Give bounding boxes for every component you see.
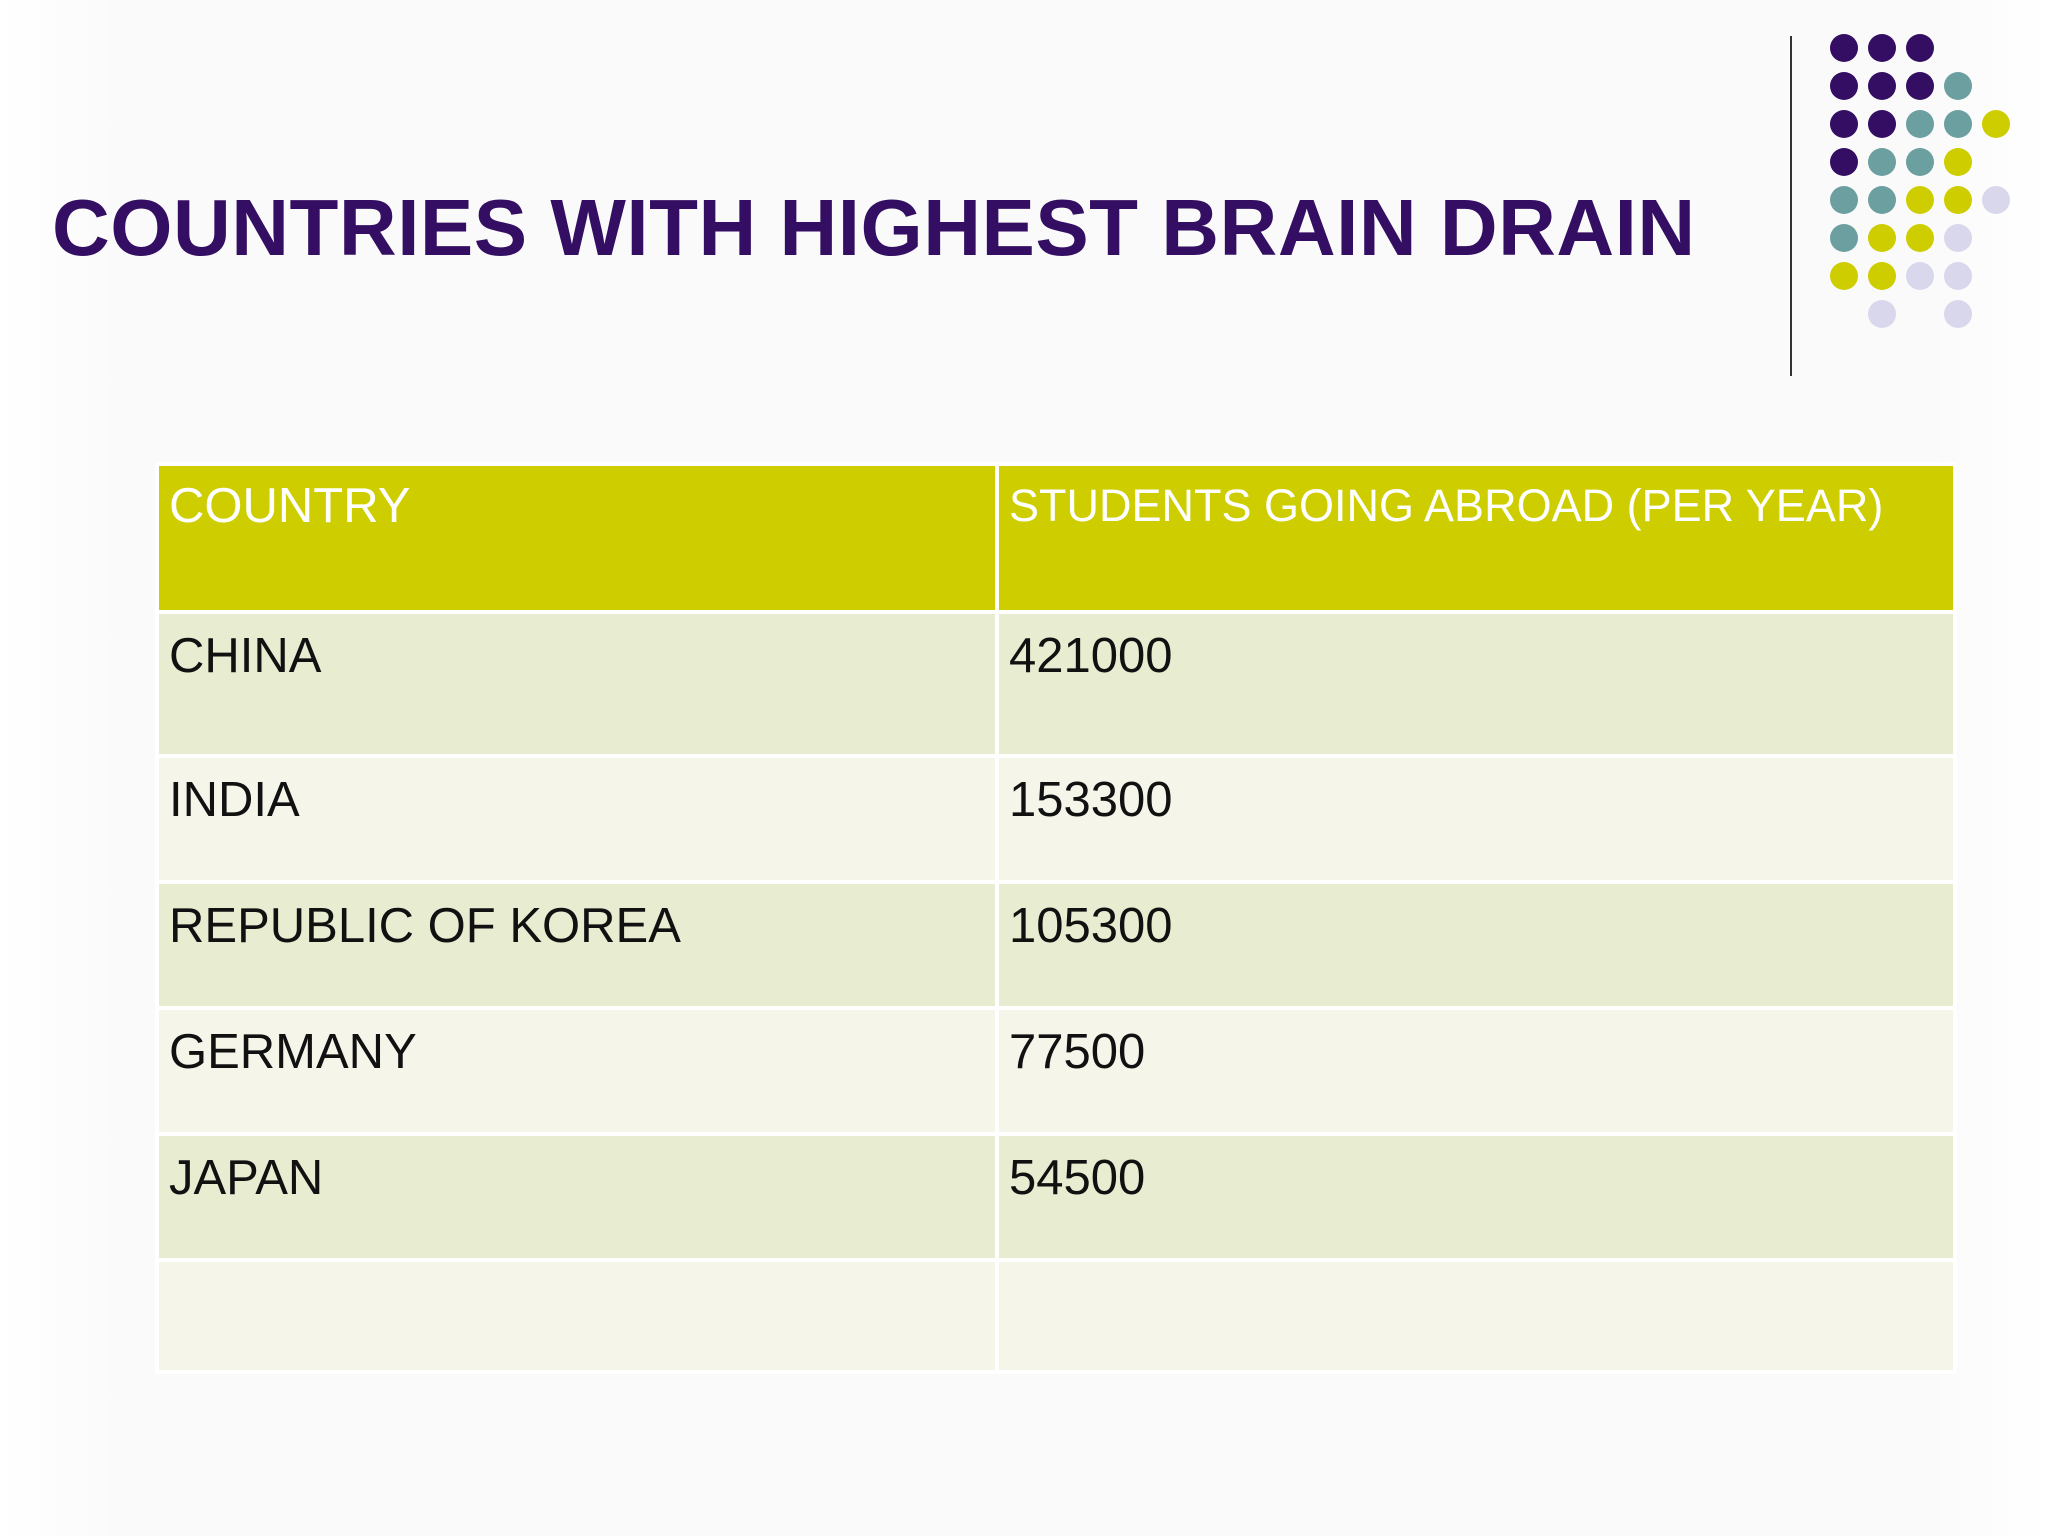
cell-country: REPUBLIC OF KOREA [155, 880, 999, 1010]
cell-country: GERMANY [155, 1006, 999, 1136]
decorative-dot [1906, 186, 1934, 214]
decorative-dot [1830, 148, 1858, 176]
cell-students: 153300 [995, 754, 1957, 884]
decorative-dot [1868, 262, 1896, 290]
header-country: COUNTRY [155, 462, 999, 614]
cell-students: 77500 [995, 1006, 1957, 1136]
decorative-dot [1906, 262, 1934, 290]
cell-students: 421000 [995, 610, 1957, 758]
vertical-divider [1790, 36, 1792, 376]
decorative-dot [1868, 300, 1896, 328]
decorative-dot [1982, 110, 2010, 138]
decorative-dot [1982, 186, 2010, 214]
decorative-dot [1944, 72, 1972, 100]
decorative-dot [1944, 148, 1972, 176]
cell-country: INDIA [155, 754, 999, 884]
decorative-dot [1906, 148, 1934, 176]
decorative-dot [1944, 186, 1972, 214]
decorative-dot [1944, 110, 1972, 138]
cell-students: 105300 [995, 880, 1957, 1010]
decorative-dot [1868, 110, 1896, 138]
slide-title: COUNTRIES WITH HIGHEST BRAIN DRAIN [52, 183, 1696, 272]
decorative-dot [1906, 34, 1934, 62]
decorative-dot [1830, 262, 1858, 290]
decorative-dot [1830, 34, 1858, 62]
cell-country: CHINA [155, 610, 999, 758]
table-row: JAPAN 54500 [155, 1132, 1957, 1262]
cell-students [995, 1258, 1957, 1374]
brain-drain-table: COUNTRY STUDENTS GOING ABROAD (PER YEAR)… [155, 462, 1957, 1374]
decorative-dot [1906, 72, 1934, 100]
decorative-dot [1944, 300, 1972, 328]
decorative-dot [1906, 110, 1934, 138]
decorative-dot [1830, 224, 1858, 252]
decorative-dot [1906, 224, 1934, 252]
decorative-dot [1868, 186, 1896, 214]
decorative-dot [1830, 186, 1858, 214]
table-row: CHINA 421000 [155, 610, 1957, 758]
decorative-dot [1868, 224, 1896, 252]
decorative-dot [1944, 262, 1972, 290]
table-row: GERMANY 77500 [155, 1006, 1957, 1136]
decorative-dot [1944, 224, 1972, 252]
decorative-dot [1868, 148, 1896, 176]
header-students-abroad: STUDENTS GOING ABROAD (PER YEAR) [995, 462, 1957, 614]
decorative-dot [1868, 34, 1896, 62]
table-header-row: COUNTRY STUDENTS GOING ABROAD (PER YEAR) [155, 462, 1957, 614]
table-row-empty [155, 1258, 1957, 1374]
table-row: REPUBLIC OF KOREA 105300 [155, 880, 1957, 1010]
decorative-dot [1830, 110, 1858, 138]
decorative-dot [1830, 72, 1858, 100]
decorative-dot [1868, 72, 1896, 100]
cell-country: JAPAN [155, 1132, 999, 1262]
cell-country [155, 1258, 999, 1374]
table-row: INDIA 153300 [155, 754, 1957, 884]
cell-students: 54500 [995, 1132, 1957, 1262]
